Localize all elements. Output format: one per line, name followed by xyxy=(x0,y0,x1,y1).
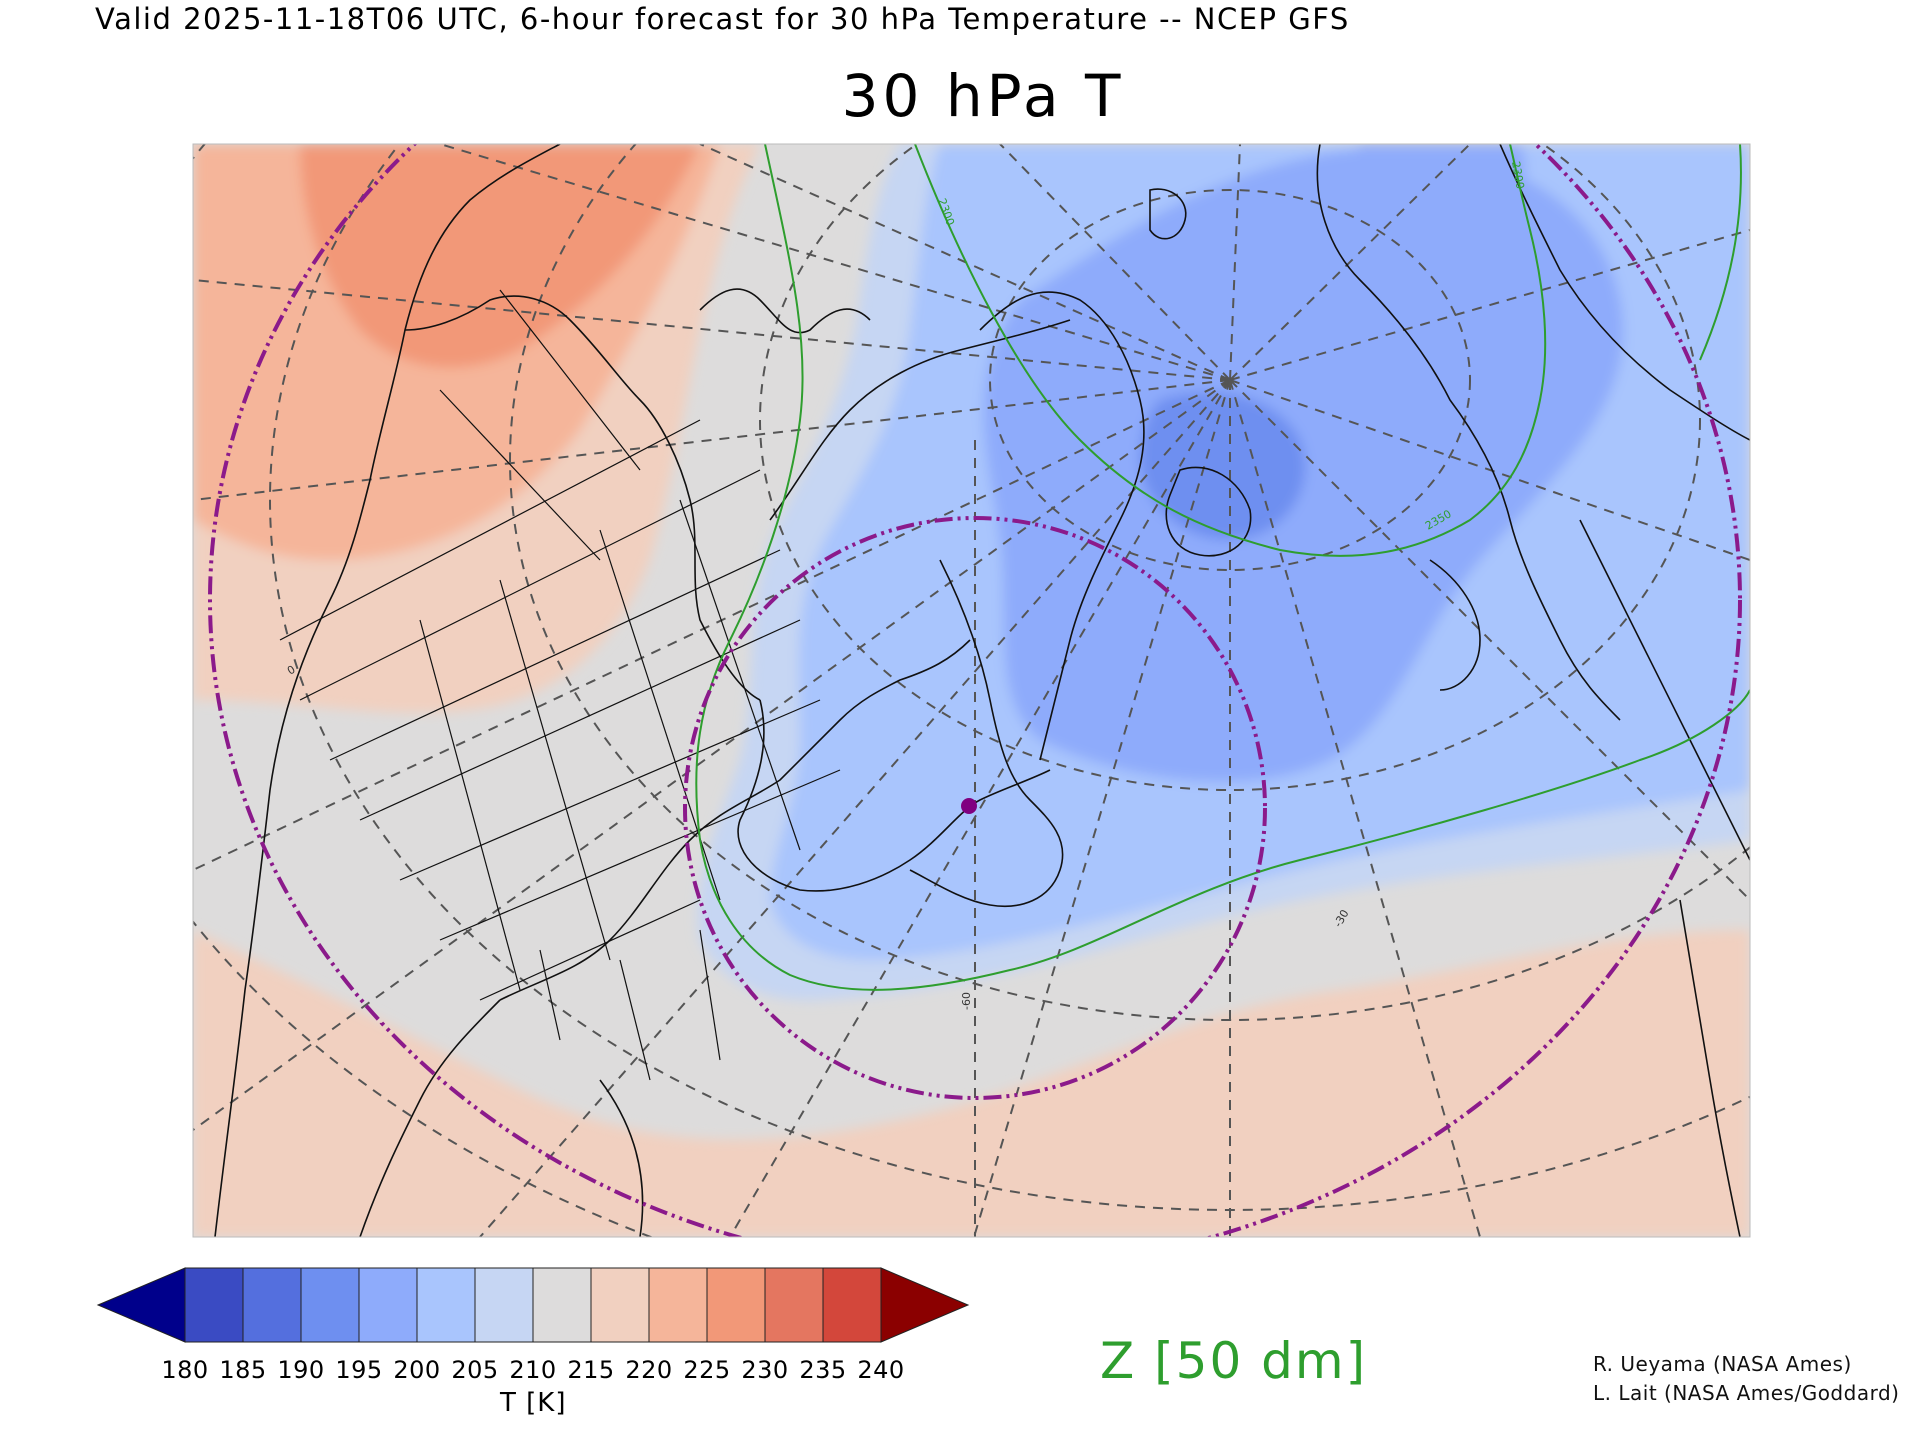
outer-range-ring xyxy=(208,144,1742,1237)
contour-label: 2300 xyxy=(1509,160,1527,190)
colorbar-swatch xyxy=(416,1267,476,1343)
colorbar-tick-label: 225 xyxy=(683,1356,731,1384)
site-marker xyxy=(961,798,977,814)
colorbar-tick-label: 210 xyxy=(509,1356,557,1384)
contour-line-2300-west xyxy=(695,144,1750,991)
warm-region-southeast-edge xyxy=(1620,945,1750,1237)
contour-line-2350 xyxy=(914,144,1547,557)
colorbar-tick-label: 240 xyxy=(857,1356,905,1384)
colorbar xyxy=(96,1267,970,1343)
colorbar-swatch xyxy=(822,1267,882,1343)
cold-region-195-east xyxy=(1350,144,1526,271)
range-rings xyxy=(208,144,1742,1237)
contour-line-2300-east xyxy=(1699,144,1742,361)
colorbar-swatch xyxy=(532,1267,592,1343)
colorbar-tick-label: 205 xyxy=(451,1356,499,1384)
warm-region-south xyxy=(193,930,1750,1237)
credit-line-2: L. Lait (NASA Ames/Goddard) xyxy=(1593,1381,1900,1405)
colorbar-swatch xyxy=(648,1267,708,1343)
colorbar-swatch xyxy=(242,1267,302,1343)
colorbar-extend-low xyxy=(96,1267,186,1343)
colorbar-tick-label: 220 xyxy=(625,1356,673,1384)
geopotential-contours xyxy=(695,144,1750,991)
colorbar-unit-label: T [K] xyxy=(500,1388,567,1418)
colorbar-extend-high xyxy=(880,1267,970,1343)
credit-line-1: R. Ueyama (NASA Ames) xyxy=(1593,1352,1852,1376)
colorbar-swatch xyxy=(184,1267,244,1343)
colorbar-tick-label: 195 xyxy=(335,1356,383,1384)
plot-title: 30 hPa T xyxy=(841,62,1125,130)
colorbar-swatch xyxy=(358,1267,418,1343)
colorbar-swatch xyxy=(590,1267,650,1343)
colorbar-tick-label: 185 xyxy=(219,1356,267,1384)
colorbar-swatch xyxy=(474,1267,534,1343)
colorbar-tick-label: 215 xyxy=(567,1356,615,1384)
map-panel: 2300 2300 2350 -60 -30 0 xyxy=(193,144,1750,1237)
political-boundaries xyxy=(279,289,841,1081)
colorbar-swatch xyxy=(764,1267,824,1343)
colorbar-swatch xyxy=(706,1267,766,1343)
colorbar-tick-label: 200 xyxy=(393,1356,441,1384)
valid-time-header: Valid 2025-11-18T06 UTC, 6-hour forecast… xyxy=(95,2,1350,36)
map-frame xyxy=(192,143,1751,1238)
colorbar-tick-label: 190 xyxy=(277,1356,325,1384)
inner-range-ring xyxy=(683,516,1267,1100)
warm-region-northwest-230 xyxy=(300,144,700,368)
colorbar-tick-label: 230 xyxy=(741,1356,789,1384)
colorbar-tick-label: 235 xyxy=(799,1356,847,1384)
contour-legend-label: Z [50 dm] xyxy=(1100,1332,1368,1390)
grid-label: -60 xyxy=(960,992,973,1010)
cold-region-190 xyxy=(1140,392,1306,540)
colorbar-swatch xyxy=(300,1267,360,1343)
colorbar-tick-label: 180 xyxy=(161,1356,209,1384)
